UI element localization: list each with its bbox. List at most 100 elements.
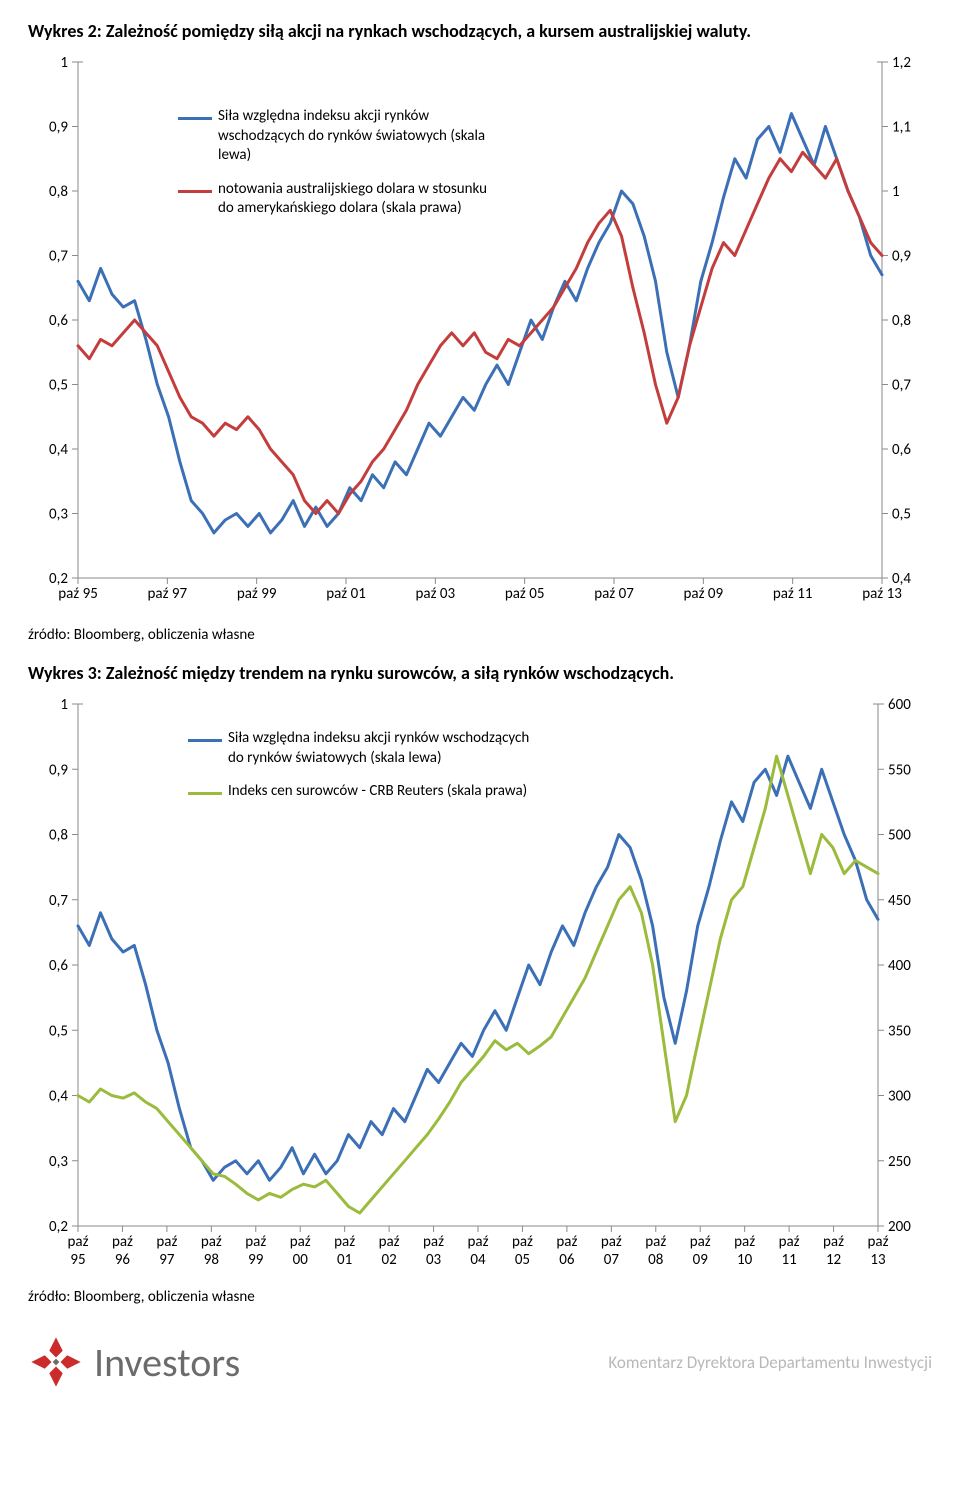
svg-text:paź: paź [690, 1233, 711, 1251]
svg-text:paź: paź [645, 1233, 666, 1251]
svg-text:paź 99: paź 99 [237, 585, 277, 603]
svg-text:paź 05: paź 05 [505, 585, 545, 603]
svg-text:paź 11: paź 11 [773, 585, 813, 603]
footer-tagline: Komentarz Dyrektora Departamentu Inwesty… [608, 1352, 932, 1373]
page-footer: Investors Komentarz Dyrektora Departamen… [28, 1334, 932, 1398]
svg-text:paź: paź [512, 1233, 533, 1251]
svg-text:11: 11 [782, 1251, 797, 1269]
svg-text:0,5: 0,5 [49, 1022, 68, 1040]
svg-text:01: 01 [337, 1251, 352, 1269]
svg-text:13: 13 [870, 1251, 886, 1269]
svg-text:paź 09: paź 09 [684, 585, 724, 603]
svg-text:0,6: 0,6 [49, 312, 68, 330]
svg-text:0,3: 0,3 [49, 506, 68, 524]
svg-text:paź: paź [334, 1233, 355, 1251]
svg-text:450: 450 [888, 892, 911, 910]
svg-text:400: 400 [888, 957, 911, 975]
svg-text:98: 98 [204, 1251, 219, 1269]
chart2-legend-swatch-2 [188, 792, 222, 795]
svg-text:paź: paź [68, 1233, 89, 1251]
svg-text:paź: paź [156, 1233, 177, 1251]
chart1-legend-text-1: Siła względna indeksu akcji rynków wscho… [218, 107, 498, 166]
brand-logo: Investors [28, 1334, 240, 1390]
svg-text:0,8: 0,8 [49, 827, 68, 845]
svg-text:paź: paź [601, 1233, 622, 1251]
svg-text:0,8: 0,8 [892, 312, 911, 330]
svg-text:paź 13: paź 13 [862, 585, 902, 603]
svg-text:96: 96 [115, 1251, 131, 1269]
svg-text:05: 05 [515, 1251, 530, 1269]
svg-text:08: 08 [648, 1251, 663, 1269]
chart2-legend: Siła względna indeksu akcji rynków wscho… [188, 729, 548, 816]
svg-text:0,4: 0,4 [49, 1088, 68, 1106]
svg-text:02: 02 [382, 1251, 397, 1269]
svg-text:1,1: 1,1 [892, 119, 911, 137]
chart1-legend-text-2: notowania australijskiego dolara w stosu… [218, 180, 498, 219]
svg-text:0,9: 0,9 [49, 119, 68, 137]
svg-text:200: 200 [888, 1218, 911, 1236]
svg-text:paź: paź [112, 1233, 133, 1251]
chart1-legend-item-2: notowania australijskiego dolara w stosu… [178, 180, 498, 219]
chart1-legend-swatch-2 [178, 190, 212, 193]
svg-text:250: 250 [888, 1153, 911, 1171]
svg-text:paź 01: paź 01 [326, 585, 366, 603]
svg-text:1: 1 [60, 696, 68, 714]
svg-text:300: 300 [888, 1088, 911, 1106]
svg-text:paź: paź [823, 1233, 844, 1251]
svg-text:07: 07 [604, 1251, 620, 1269]
svg-text:0,9: 0,9 [892, 248, 911, 266]
svg-text:99: 99 [248, 1251, 264, 1269]
chart1-source: źródło: Bloomberg, obliczenia własne [28, 626, 932, 644]
svg-text:0,6: 0,6 [892, 441, 911, 459]
chart2-source: źródło: Bloomberg, obliczenia własne [28, 1288, 932, 1306]
svg-text:09: 09 [693, 1251, 709, 1269]
svg-text:paź: paź [379, 1233, 400, 1251]
chart2-title: Wykres 3: Zależność między trendem na ry… [28, 662, 932, 684]
svg-text:550: 550 [888, 761, 911, 779]
svg-text:0,7: 0,7 [49, 892, 68, 910]
svg-text:0,4: 0,4 [49, 441, 68, 459]
svg-text:paź: paź [245, 1233, 266, 1251]
svg-text:paź: paź [423, 1233, 444, 1251]
svg-text:paź: paź [290, 1233, 311, 1251]
logo-icon [28, 1334, 84, 1390]
svg-text:paź 97: paź 97 [148, 585, 188, 603]
svg-text:paź 07: paź 07 [594, 585, 634, 603]
svg-text:paź: paź [201, 1233, 222, 1251]
svg-text:10: 10 [737, 1251, 753, 1269]
svg-text:paź: paź [868, 1233, 889, 1251]
svg-text:06: 06 [559, 1251, 575, 1269]
svg-text:1,2: 1,2 [892, 54, 911, 72]
chart2-container: 0,20,30,40,50,60,70,80,91200250300350400… [28, 694, 932, 1274]
svg-text:97: 97 [159, 1251, 175, 1269]
svg-text:0,9: 0,9 [49, 761, 68, 779]
chart2-legend-swatch-1 [188, 739, 222, 742]
chart1-legend: Siła względna indeksu akcji rynków wscho… [178, 107, 498, 233]
chart2-legend-item-1: Siła względna indeksu akcji rynków wscho… [188, 729, 548, 768]
svg-text:95: 95 [70, 1251, 85, 1269]
svg-text:12: 12 [826, 1251, 841, 1269]
svg-text:0,3: 0,3 [49, 1153, 68, 1171]
chart1-title: Wykres 2: Zależność pomiędzy siłą akcji … [28, 20, 932, 42]
svg-text:paź: paź [779, 1233, 800, 1251]
svg-text:paź: paź [556, 1233, 577, 1251]
svg-text:350: 350 [888, 1022, 911, 1040]
svg-text:03: 03 [426, 1251, 442, 1269]
svg-text:0,8: 0,8 [49, 183, 68, 201]
svg-text:paź: paź [468, 1233, 489, 1251]
svg-text:1: 1 [60, 54, 68, 72]
svg-text:0,5: 0,5 [49, 377, 68, 395]
chart2-legend-item-2: Indeks cen surowców - CRB Reuters (skala… [188, 782, 548, 802]
chart1-legend-item-1: Siła względna indeksu akcji rynków wscho… [178, 107, 498, 166]
svg-text:0,2: 0,2 [49, 1218, 68, 1236]
brand-name: Investors [94, 1338, 240, 1387]
svg-text:600: 600 [888, 696, 911, 714]
svg-text:1: 1 [892, 183, 900, 201]
chart2-legend-text-1: Siła względna indeksu akcji rynków wscho… [228, 729, 548, 768]
svg-text:0,7: 0,7 [892, 377, 911, 395]
chart1-container: 0,20,30,40,50,60,70,80,910,40,50,60,70,8… [28, 52, 932, 612]
chart2-legend-text-2: Indeks cen surowców - CRB Reuters (skala… [228, 782, 527, 802]
chart1-legend-swatch-1 [178, 117, 212, 120]
svg-text:00: 00 [293, 1251, 309, 1269]
svg-text:500: 500 [888, 827, 911, 845]
